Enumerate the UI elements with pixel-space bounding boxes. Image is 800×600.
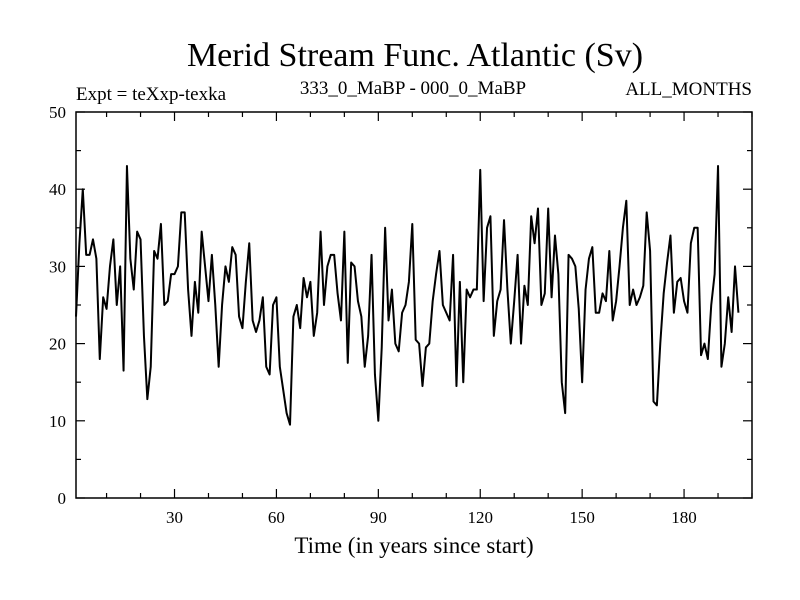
x-tick-label: 60 — [268, 508, 285, 527]
y-tick-label: 50 — [49, 103, 66, 122]
axis-ticks: 30 60 90 120 150 180 0 10 20 30 40 50 — [49, 103, 753, 527]
series-line — [75, 165, 740, 426]
y-tick-label: 40 — [49, 180, 66, 199]
y-tick-label: 20 — [49, 335, 66, 354]
x-tick-label: 150 — [569, 508, 595, 527]
x-tick-label: 120 — [467, 508, 493, 527]
months-label: ALL_MONTHS — [625, 79, 752, 100]
plot-frame — [75, 111, 753, 499]
x-tick-label: 90 — [370, 508, 387, 527]
y-tick-label: 10 — [49, 412, 66, 431]
period-label: 333_0_MaBP - 000_0_MaBP — [300, 78, 526, 99]
x-tick-label: 180 — [671, 508, 697, 527]
y-tick-label: 0 — [58, 489, 67, 508]
experiment-label: Expt = teXxp-texka — [76, 84, 227, 105]
y-tick-label: 30 — [49, 257, 66, 276]
chart-title: Merid Stream Func. Atlantic (Sv) — [187, 37, 643, 74]
x-axis-label: Time (in years since start) — [294, 533, 533, 558]
x-tick-label: 30 — [166, 508, 183, 527]
